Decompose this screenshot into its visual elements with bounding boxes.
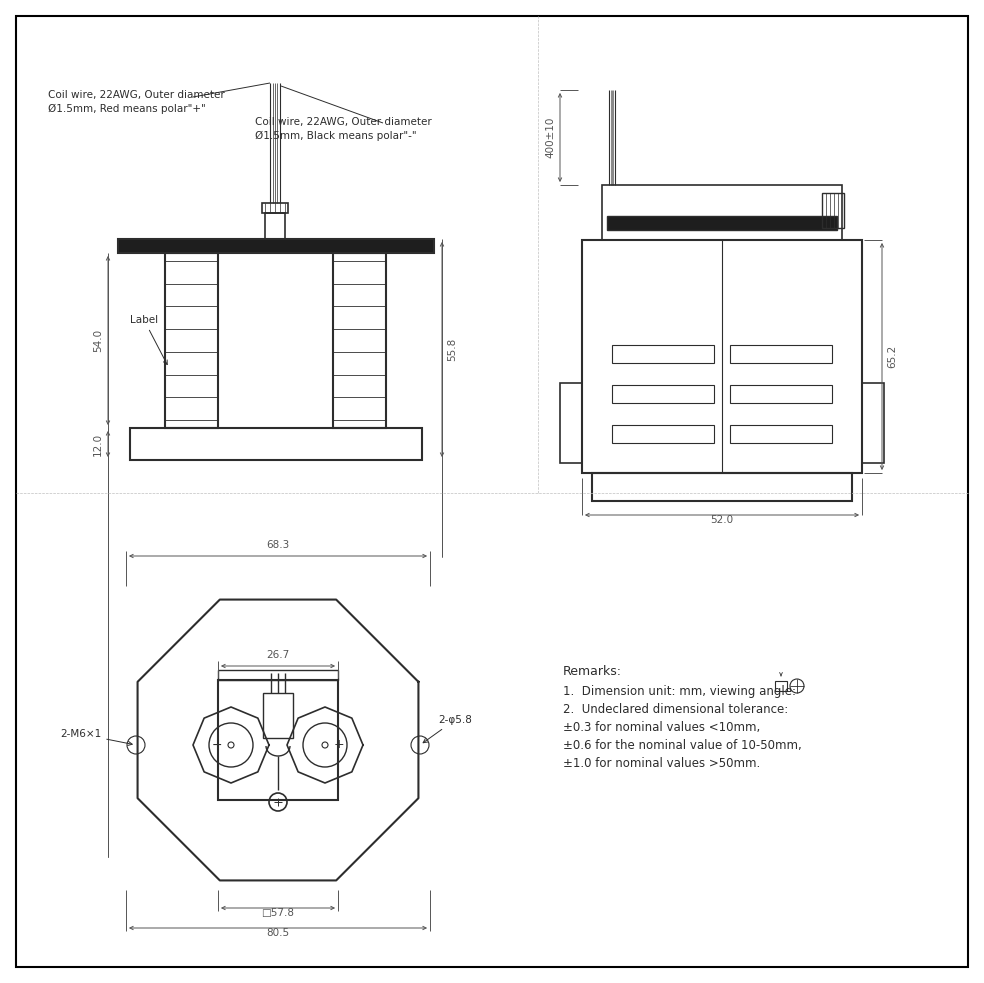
Bar — [602, 185, 842, 240]
Bar — [592, 473, 852, 501]
Text: −: − — [212, 738, 222, 751]
Bar — [775, 681, 787, 691]
Bar — [822, 193, 844, 228]
Bar — [612, 385, 714, 403]
Text: 68.3: 68.3 — [267, 540, 289, 550]
Bar — [730, 345, 832, 363]
Bar — [218, 680, 338, 800]
Text: 400±10: 400±10 — [545, 117, 555, 158]
Text: 55.8: 55.8 — [447, 338, 457, 361]
Text: 2.  Undeclared dimensional tolerance:: 2. Undeclared dimensional tolerance: — [563, 703, 788, 716]
Bar — [612, 345, 714, 363]
Text: ±1.0 for nominal values >50mm.: ±1.0 for nominal values >50mm. — [563, 757, 761, 770]
Text: Label: Label — [130, 315, 167, 365]
Bar — [612, 425, 714, 443]
Bar — [218, 670, 338, 680]
Bar — [862, 383, 884, 463]
Text: 52.0: 52.0 — [710, 515, 733, 525]
Bar — [730, 385, 832, 403]
Text: Coil wire, 22AWG, Outer diameter
Ø1.5mm, Red means polar"+": Coil wire, 22AWG, Outer diameter Ø1.5mm,… — [48, 90, 224, 113]
Bar — [265, 213, 285, 239]
Text: 54.0: 54.0 — [93, 329, 103, 352]
Bar — [560, 383, 582, 463]
Text: 80.5: 80.5 — [267, 928, 289, 938]
Text: Coil wire, 22AWG, Outer diameter
Ø1.5mm, Black means polar"-": Coil wire, 22AWG, Outer diameter Ø1.5mm,… — [255, 117, 432, 141]
Text: ±0.3 for nominal values <10mm,: ±0.3 for nominal values <10mm, — [563, 721, 761, 734]
Bar — [730, 425, 832, 443]
Bar — [333, 253, 386, 428]
Text: 2-φ5.8: 2-φ5.8 — [423, 715, 472, 743]
Text: 65.2: 65.2 — [887, 345, 897, 368]
Bar — [263, 693, 293, 738]
Bar — [262, 203, 288, 213]
Text: ±0.6 for the nominal value of 10-50mm,: ±0.6 for the nominal value of 10-50mm, — [563, 739, 802, 752]
Bar — [582, 240, 862, 473]
Bar — [130, 428, 422, 460]
Text: 12.0: 12.0 — [93, 433, 103, 455]
Text: +: + — [334, 738, 344, 751]
Text: 2-M6×1: 2-M6×1 — [60, 729, 132, 745]
Bar — [165, 253, 218, 428]
Text: Remarks:: Remarks: — [563, 665, 622, 678]
Text: □57.8: □57.8 — [262, 908, 294, 918]
Text: 1.  Dimension unit: mm, viewing angle:: 1. Dimension unit: mm, viewing angle: — [563, 685, 796, 698]
Bar — [118, 239, 434, 253]
Bar — [607, 216, 837, 230]
Text: 26.7: 26.7 — [267, 650, 289, 660]
